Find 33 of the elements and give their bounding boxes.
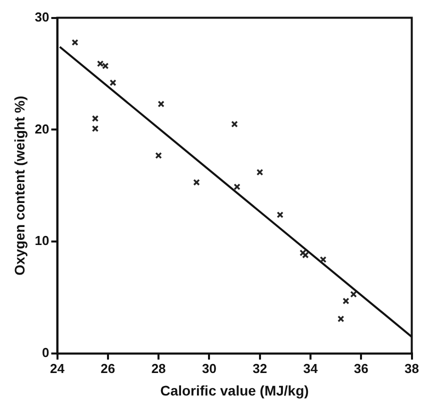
x-tick-label: 30	[202, 360, 216, 376]
point	[256, 168, 264, 176]
x-axis-title: Calorific value (MJ/kg)	[160, 382, 309, 398]
x-tick-label: 34	[303, 360, 318, 376]
point	[158, 100, 164, 108]
point	[350, 290, 357, 298]
x-tick-label: 36	[354, 360, 368, 376]
y-tick-label: 20	[34, 121, 50, 136]
x-tick-label: 38	[404, 360, 420, 376]
x-tick-label: 26	[100, 360, 116, 376]
point	[231, 120, 238, 128]
y-tick-label: 10	[34, 233, 50, 248]
x-tick-label: 32	[252, 360, 268, 376]
y-tick-label: 30	[34, 9, 50, 24]
point	[320, 256, 327, 263]
point	[155, 152, 162, 159]
x-tick-label: 24	[50, 360, 66, 376]
point	[342, 298, 350, 304]
point	[72, 39, 78, 46]
x-tick-label: 28	[151, 360, 166, 376]
y-tick-label: 0	[42, 345, 50, 360]
point	[276, 211, 284, 218]
point	[234, 183, 240, 190]
point	[300, 249, 306, 256]
point	[92, 115, 99, 122]
point	[302, 252, 309, 258]
point	[92, 125, 99, 132]
point	[337, 316, 344, 322]
point	[102, 62, 109, 70]
point	[96, 60, 104, 68]
y-axis-title: Oxygen content (weight %)	[11, 96, 28, 276]
point	[193, 178, 200, 186]
point	[110, 79, 116, 86]
